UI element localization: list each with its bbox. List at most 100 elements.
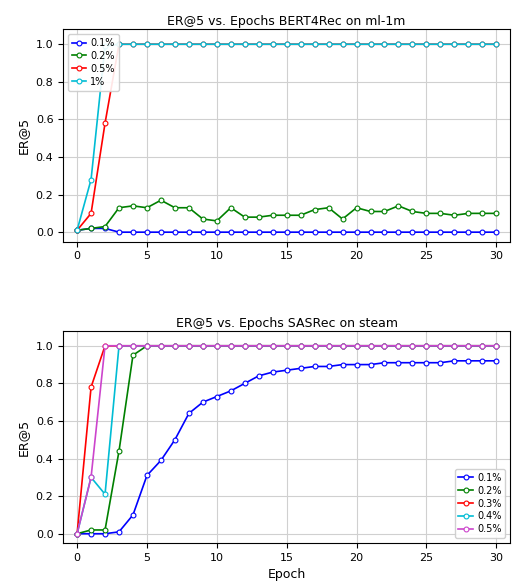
0.4% <box>186 342 192 349</box>
0.2% <box>74 227 80 234</box>
0.5% <box>214 342 220 349</box>
0.2% <box>284 212 290 219</box>
0.3% <box>228 342 234 349</box>
0.2% <box>396 202 402 209</box>
0.5% <box>284 41 290 48</box>
0.3% <box>130 342 136 349</box>
0.3% <box>381 342 388 349</box>
0.5% <box>116 342 122 349</box>
0.1% <box>284 367 290 374</box>
0.2% <box>144 342 150 349</box>
0.5% <box>200 41 206 48</box>
0.2% <box>451 342 458 349</box>
0.3% <box>102 342 108 349</box>
0.4% <box>311 342 318 349</box>
0.3% <box>284 342 290 349</box>
1% <box>493 41 499 48</box>
0.5% <box>256 342 262 349</box>
0.3% <box>353 342 360 349</box>
0.5% <box>381 41 388 48</box>
0.3% <box>116 342 122 349</box>
0.1% <box>144 472 150 479</box>
0.3% <box>451 342 458 349</box>
0.2% <box>186 204 192 211</box>
0.2% <box>228 204 234 211</box>
0.1% <box>381 229 388 236</box>
0.4% <box>284 342 290 349</box>
0.2% <box>200 342 206 349</box>
Line: 0.1%: 0.1% <box>75 359 499 536</box>
0.1% <box>367 361 373 368</box>
0.2% <box>116 447 122 454</box>
0.1% <box>241 229 248 236</box>
0.5% <box>423 342 430 349</box>
0.5% <box>311 41 318 48</box>
0.2% <box>284 342 290 349</box>
0.5% <box>241 342 248 349</box>
0.1% <box>130 512 136 519</box>
0.5% <box>339 342 346 349</box>
0.4% <box>88 474 94 481</box>
0.2% <box>102 526 108 533</box>
1% <box>326 41 332 48</box>
Line: 0.3%: 0.3% <box>75 343 499 536</box>
0.2% <box>396 342 402 349</box>
0.1% <box>256 229 262 236</box>
0.4% <box>102 491 108 498</box>
0.2% <box>158 342 164 349</box>
0.4% <box>269 342 276 349</box>
0.1% <box>186 410 192 417</box>
0.5% <box>102 342 108 349</box>
Line: 0.2%: 0.2% <box>75 198 499 232</box>
0.3% <box>241 342 248 349</box>
0.1% <box>311 363 318 370</box>
0.5% <box>256 41 262 48</box>
0.2% <box>116 204 122 211</box>
0.1% <box>381 359 388 366</box>
0.4% <box>423 342 430 349</box>
0.5% <box>171 342 178 349</box>
0.1% <box>214 393 220 400</box>
0.2% <box>158 197 164 204</box>
0.3% <box>186 342 192 349</box>
0.5% <box>479 342 485 349</box>
0.1% <box>284 229 290 236</box>
0.2% <box>409 208 416 215</box>
1% <box>256 41 262 48</box>
0.5% <box>311 342 318 349</box>
1% <box>409 41 416 48</box>
0.1% <box>353 229 360 236</box>
0.1% <box>311 229 318 236</box>
0.1% <box>298 365 304 372</box>
0.4% <box>396 342 402 349</box>
0.2% <box>74 530 80 537</box>
0.3% <box>88 384 94 391</box>
0.3% <box>437 342 443 349</box>
0.4% <box>228 342 234 349</box>
0.1% <box>451 357 458 364</box>
0.3% <box>158 342 164 349</box>
0.1% <box>158 229 164 236</box>
0.5% <box>241 41 248 48</box>
0.5% <box>171 41 178 48</box>
0.3% <box>493 342 499 349</box>
1% <box>228 41 234 48</box>
0.5% <box>88 210 94 217</box>
0.3% <box>144 342 150 349</box>
0.5% <box>451 41 458 48</box>
0.5% <box>367 342 373 349</box>
0.1% <box>339 361 346 368</box>
0.5% <box>186 41 192 48</box>
0.4% <box>465 342 471 349</box>
0.4% <box>298 342 304 349</box>
0.5% <box>465 41 471 48</box>
1% <box>186 41 192 48</box>
0.2% <box>144 204 150 211</box>
0.1% <box>367 229 373 236</box>
0.2% <box>409 342 416 349</box>
1% <box>339 41 346 48</box>
0.3% <box>256 342 262 349</box>
0.1% <box>493 357 499 364</box>
0.1% <box>214 229 220 236</box>
0.2% <box>465 342 471 349</box>
